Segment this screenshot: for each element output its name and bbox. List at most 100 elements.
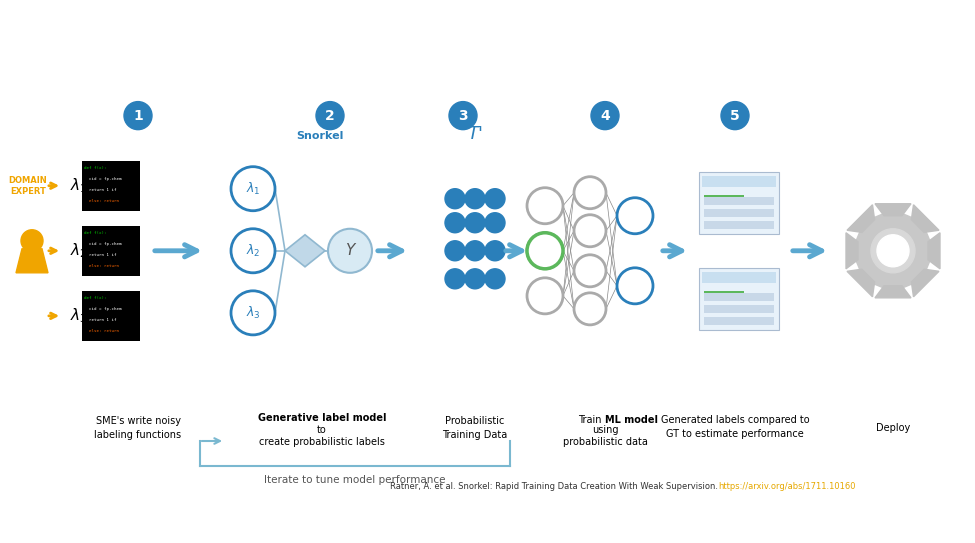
Circle shape xyxy=(574,214,606,247)
Circle shape xyxy=(617,198,653,234)
Text: $\lambda_2$: $\lambda_2$ xyxy=(246,243,260,259)
Text: return 1 if: return 1 if xyxy=(84,318,116,322)
Circle shape xyxy=(527,278,563,314)
Polygon shape xyxy=(875,286,911,298)
Text: cid = fp.chem: cid = fp.chem xyxy=(84,307,122,311)
Polygon shape xyxy=(846,233,858,269)
Circle shape xyxy=(449,102,477,130)
Circle shape xyxy=(877,235,909,267)
Text: quality labeled data from noisy labeling functions: quality labeled data from noisy labeling… xyxy=(12,62,653,86)
FancyBboxPatch shape xyxy=(704,305,774,313)
Circle shape xyxy=(485,269,505,289)
Polygon shape xyxy=(847,205,875,232)
FancyBboxPatch shape xyxy=(82,291,140,341)
Circle shape xyxy=(465,269,485,289)
Text: return 1 if: return 1 if xyxy=(84,253,116,257)
Text: $\lambda_3$: $\lambda_3$ xyxy=(246,305,260,321)
Circle shape xyxy=(527,233,563,269)
Text: 4: 4 xyxy=(954,521,960,532)
Text: Train: Train xyxy=(578,415,605,425)
Circle shape xyxy=(465,213,485,233)
Circle shape xyxy=(527,233,563,269)
Text: using
probabilistic data: using probabilistic data xyxy=(563,425,647,447)
Polygon shape xyxy=(847,269,875,297)
Text: to
create probabilistic labels: to create probabilistic labels xyxy=(259,425,385,447)
Circle shape xyxy=(445,269,465,289)
FancyBboxPatch shape xyxy=(82,226,140,276)
Circle shape xyxy=(855,213,931,289)
Circle shape xyxy=(465,189,485,209)
Text: else: return: else: return xyxy=(84,199,119,203)
Circle shape xyxy=(527,188,563,224)
Polygon shape xyxy=(912,205,939,232)
Text: Y: Y xyxy=(345,243,355,258)
FancyBboxPatch shape xyxy=(704,209,774,217)
Text: 5: 5 xyxy=(730,109,740,123)
FancyBboxPatch shape xyxy=(699,172,779,233)
Circle shape xyxy=(21,230,43,252)
Circle shape xyxy=(445,213,465,233)
Circle shape xyxy=(721,102,749,130)
Text: T': T' xyxy=(467,125,483,143)
Text: else: return: else: return xyxy=(84,264,119,268)
FancyBboxPatch shape xyxy=(704,317,774,325)
Circle shape xyxy=(485,241,505,261)
FancyBboxPatch shape xyxy=(704,293,774,301)
Text: SME's write noisy
labeling functions: SME's write noisy labeling functions xyxy=(95,416,181,440)
Circle shape xyxy=(231,229,275,273)
Text: $\lambda_2$: $\lambda_2$ xyxy=(70,242,88,260)
FancyBboxPatch shape xyxy=(702,176,776,187)
Circle shape xyxy=(445,189,465,209)
FancyBboxPatch shape xyxy=(704,197,774,205)
Text: Iterate to tune model performance: Iterate to tune model performance xyxy=(264,475,446,485)
Circle shape xyxy=(485,189,505,209)
Text: 4: 4 xyxy=(601,109,610,123)
FancyBboxPatch shape xyxy=(704,291,744,299)
Circle shape xyxy=(231,167,275,211)
Circle shape xyxy=(445,241,465,261)
Text: cid = fp.chem: cid = fp.chem xyxy=(84,242,122,246)
Circle shape xyxy=(591,102,619,130)
Text: https://arxiv.org/abs/1711.10160: https://arxiv.org/abs/1711.10160 xyxy=(718,482,855,490)
Text: else: return: else: return xyxy=(84,329,119,333)
Circle shape xyxy=(871,229,915,273)
Text: ML model: ML model xyxy=(605,415,658,425)
Text: 3: 3 xyxy=(458,109,468,123)
Circle shape xyxy=(465,241,485,261)
Text: 1: 1 xyxy=(134,109,143,123)
Text: def f(x):: def f(x): xyxy=(84,231,106,235)
FancyBboxPatch shape xyxy=(704,195,744,203)
Text: def f(x):: def f(x): xyxy=(84,166,106,169)
FancyBboxPatch shape xyxy=(82,161,140,211)
Text: Probabilistic
Training Data: Probabilistic Training Data xyxy=(443,416,508,440)
Text: Ratner, A. et al. Snorkel: Rapid Training Data Creation With Weak Supervision.: Ratner, A. et al. Snorkel: Rapid Trainin… xyxy=(390,482,721,490)
Polygon shape xyxy=(16,249,48,273)
FancyBboxPatch shape xyxy=(699,268,779,330)
Text: Snorkel Flow provides an end-to-end platform to create high-: Snorkel Flow provides an end-to-end plat… xyxy=(12,20,804,43)
FancyBboxPatch shape xyxy=(702,272,776,283)
FancyBboxPatch shape xyxy=(704,221,774,229)
Circle shape xyxy=(316,102,344,130)
Polygon shape xyxy=(875,204,911,216)
Polygon shape xyxy=(928,233,940,269)
Circle shape xyxy=(328,229,372,273)
Text: DOMAIN
EXPERT: DOMAIN EXPERT xyxy=(9,175,48,196)
Circle shape xyxy=(231,291,275,335)
Circle shape xyxy=(574,176,606,209)
Text: return 1 if: return 1 if xyxy=(84,188,116,192)
Text: $\lambda_3$: $\lambda_3$ xyxy=(70,306,88,325)
Text: Snorkel: Snorkel xyxy=(296,131,343,141)
Text: Generative label model: Generative label model xyxy=(257,413,386,423)
Circle shape xyxy=(485,213,505,233)
Circle shape xyxy=(617,268,653,304)
Circle shape xyxy=(879,237,907,265)
Text: 2: 2 xyxy=(325,109,334,123)
Circle shape xyxy=(124,102,152,130)
Circle shape xyxy=(574,293,606,325)
Text: $\lambda_1$: $\lambda_1$ xyxy=(70,176,88,195)
Text: Generated labels compared to: Generated labels compared to xyxy=(661,415,809,425)
Text: GT to estimate performance: GT to estimate performance xyxy=(666,429,803,439)
Polygon shape xyxy=(285,235,325,267)
Polygon shape xyxy=(912,269,939,297)
Text: $\lambda_1$: $\lambda_1$ xyxy=(246,181,260,197)
